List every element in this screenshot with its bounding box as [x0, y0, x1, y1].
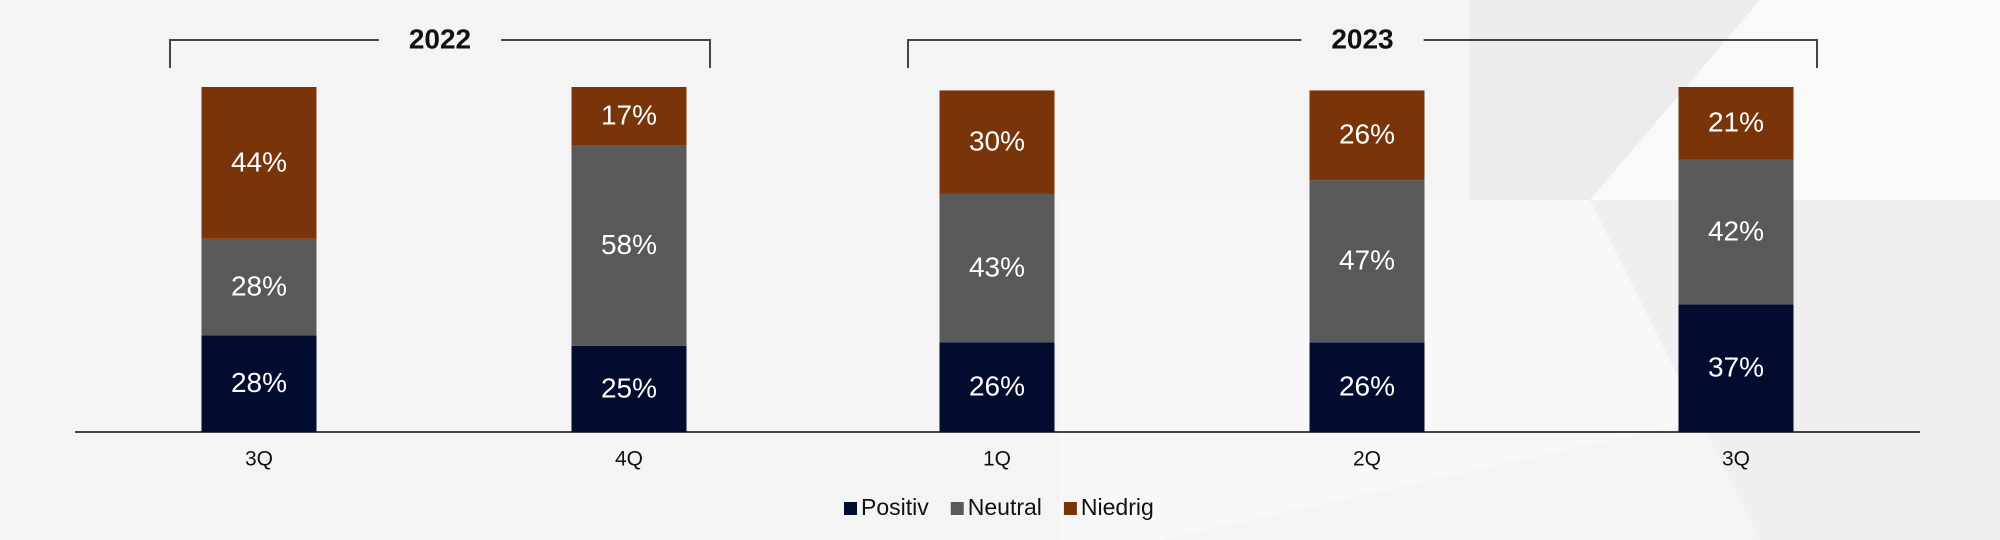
group-bracket — [501, 39, 711, 68]
group-bracket — [1423, 39, 1818, 68]
group-bracket — [169, 39, 379, 68]
data-label: 28% — [231, 367, 287, 398]
legend-label: Niedrig — [1081, 494, 1154, 520]
x-tick-label: 3Q — [1722, 448, 1750, 471]
bar-segment — [1678, 159, 1794, 305]
data-label: 47% — [1339, 245, 1395, 276]
bar-segment — [571, 145, 687, 346]
data-label: 21% — [1708, 107, 1764, 138]
group-bracket — [907, 39, 1302, 68]
data-label: 26% — [969, 371, 1025, 402]
bar-segment — [1309, 90, 1425, 181]
bar-segment — [1678, 87, 1794, 160]
bar-segment — [571, 345, 687, 432]
bar-segment — [939, 342, 1055, 432]
bar-segment — [939, 193, 1055, 343]
data-label: 25% — [601, 372, 657, 403]
data-label: 28% — [231, 270, 287, 301]
bar-segment — [571, 87, 687, 146]
legend-label: Positiv — [861, 494, 929, 520]
bar-segment — [201, 335, 317, 432]
data-label: 26% — [1339, 371, 1395, 402]
data-label: 42% — [1708, 215, 1764, 246]
data-label: 43% — [969, 252, 1025, 283]
data-label: 30% — [969, 126, 1025, 157]
legend-swatch — [950, 502, 964, 515]
x-tick-label: 2Q — [1353, 448, 1381, 471]
bar-segment — [1678, 304, 1794, 432]
x-tick-label: 4Q — [615, 448, 643, 471]
bar-segment — [1309, 180, 1425, 343]
bar-segment — [1309, 342, 1425, 432]
legend-swatch — [1063, 502, 1077, 515]
x-tick-label: 3Q — [245, 448, 273, 471]
group-label: 2022 — [409, 23, 471, 54]
legend-label: Neutral — [968, 494, 1042, 520]
bar-segment — [201, 87, 317, 239]
data-label: 44% — [231, 146, 287, 177]
bar-segment — [201, 238, 317, 336]
group-label: 2023 — [1331, 23, 1393, 54]
data-label: 17% — [601, 100, 657, 131]
bar-segment — [939, 90, 1055, 194]
data-label: 26% — [1339, 119, 1395, 150]
data-label: 58% — [601, 229, 657, 260]
x-tick-label: 1Q — [983, 448, 1011, 471]
decor-shape — [1470, 0, 1760, 200]
legend-swatch — [844, 502, 857, 515]
data-label: 37% — [1708, 352, 1764, 383]
